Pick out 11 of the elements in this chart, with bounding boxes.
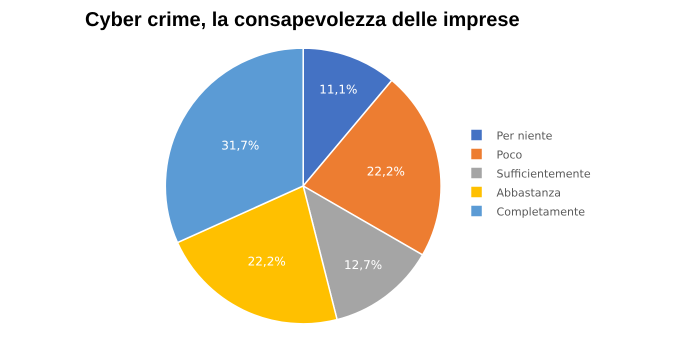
data-label: 11,1% bbox=[319, 82, 358, 96]
chart-title: Cyber crime, la consapevolezza delle imprese bbox=[85, 9, 520, 31]
legend-label: Poco bbox=[496, 148, 523, 162]
data-label: 31,7% bbox=[221, 138, 260, 152]
legend-label: Abbastanza bbox=[496, 186, 562, 200]
legend-label: Completamente bbox=[496, 205, 586, 218]
data-label: 22,2% bbox=[248, 254, 286, 269]
legend-label: Sufficientemente bbox=[496, 167, 591, 180]
data-label: 22,2% bbox=[366, 164, 405, 178]
legend-label: Per niente bbox=[496, 129, 553, 142]
data-label: 12,7% bbox=[344, 258, 382, 272]
